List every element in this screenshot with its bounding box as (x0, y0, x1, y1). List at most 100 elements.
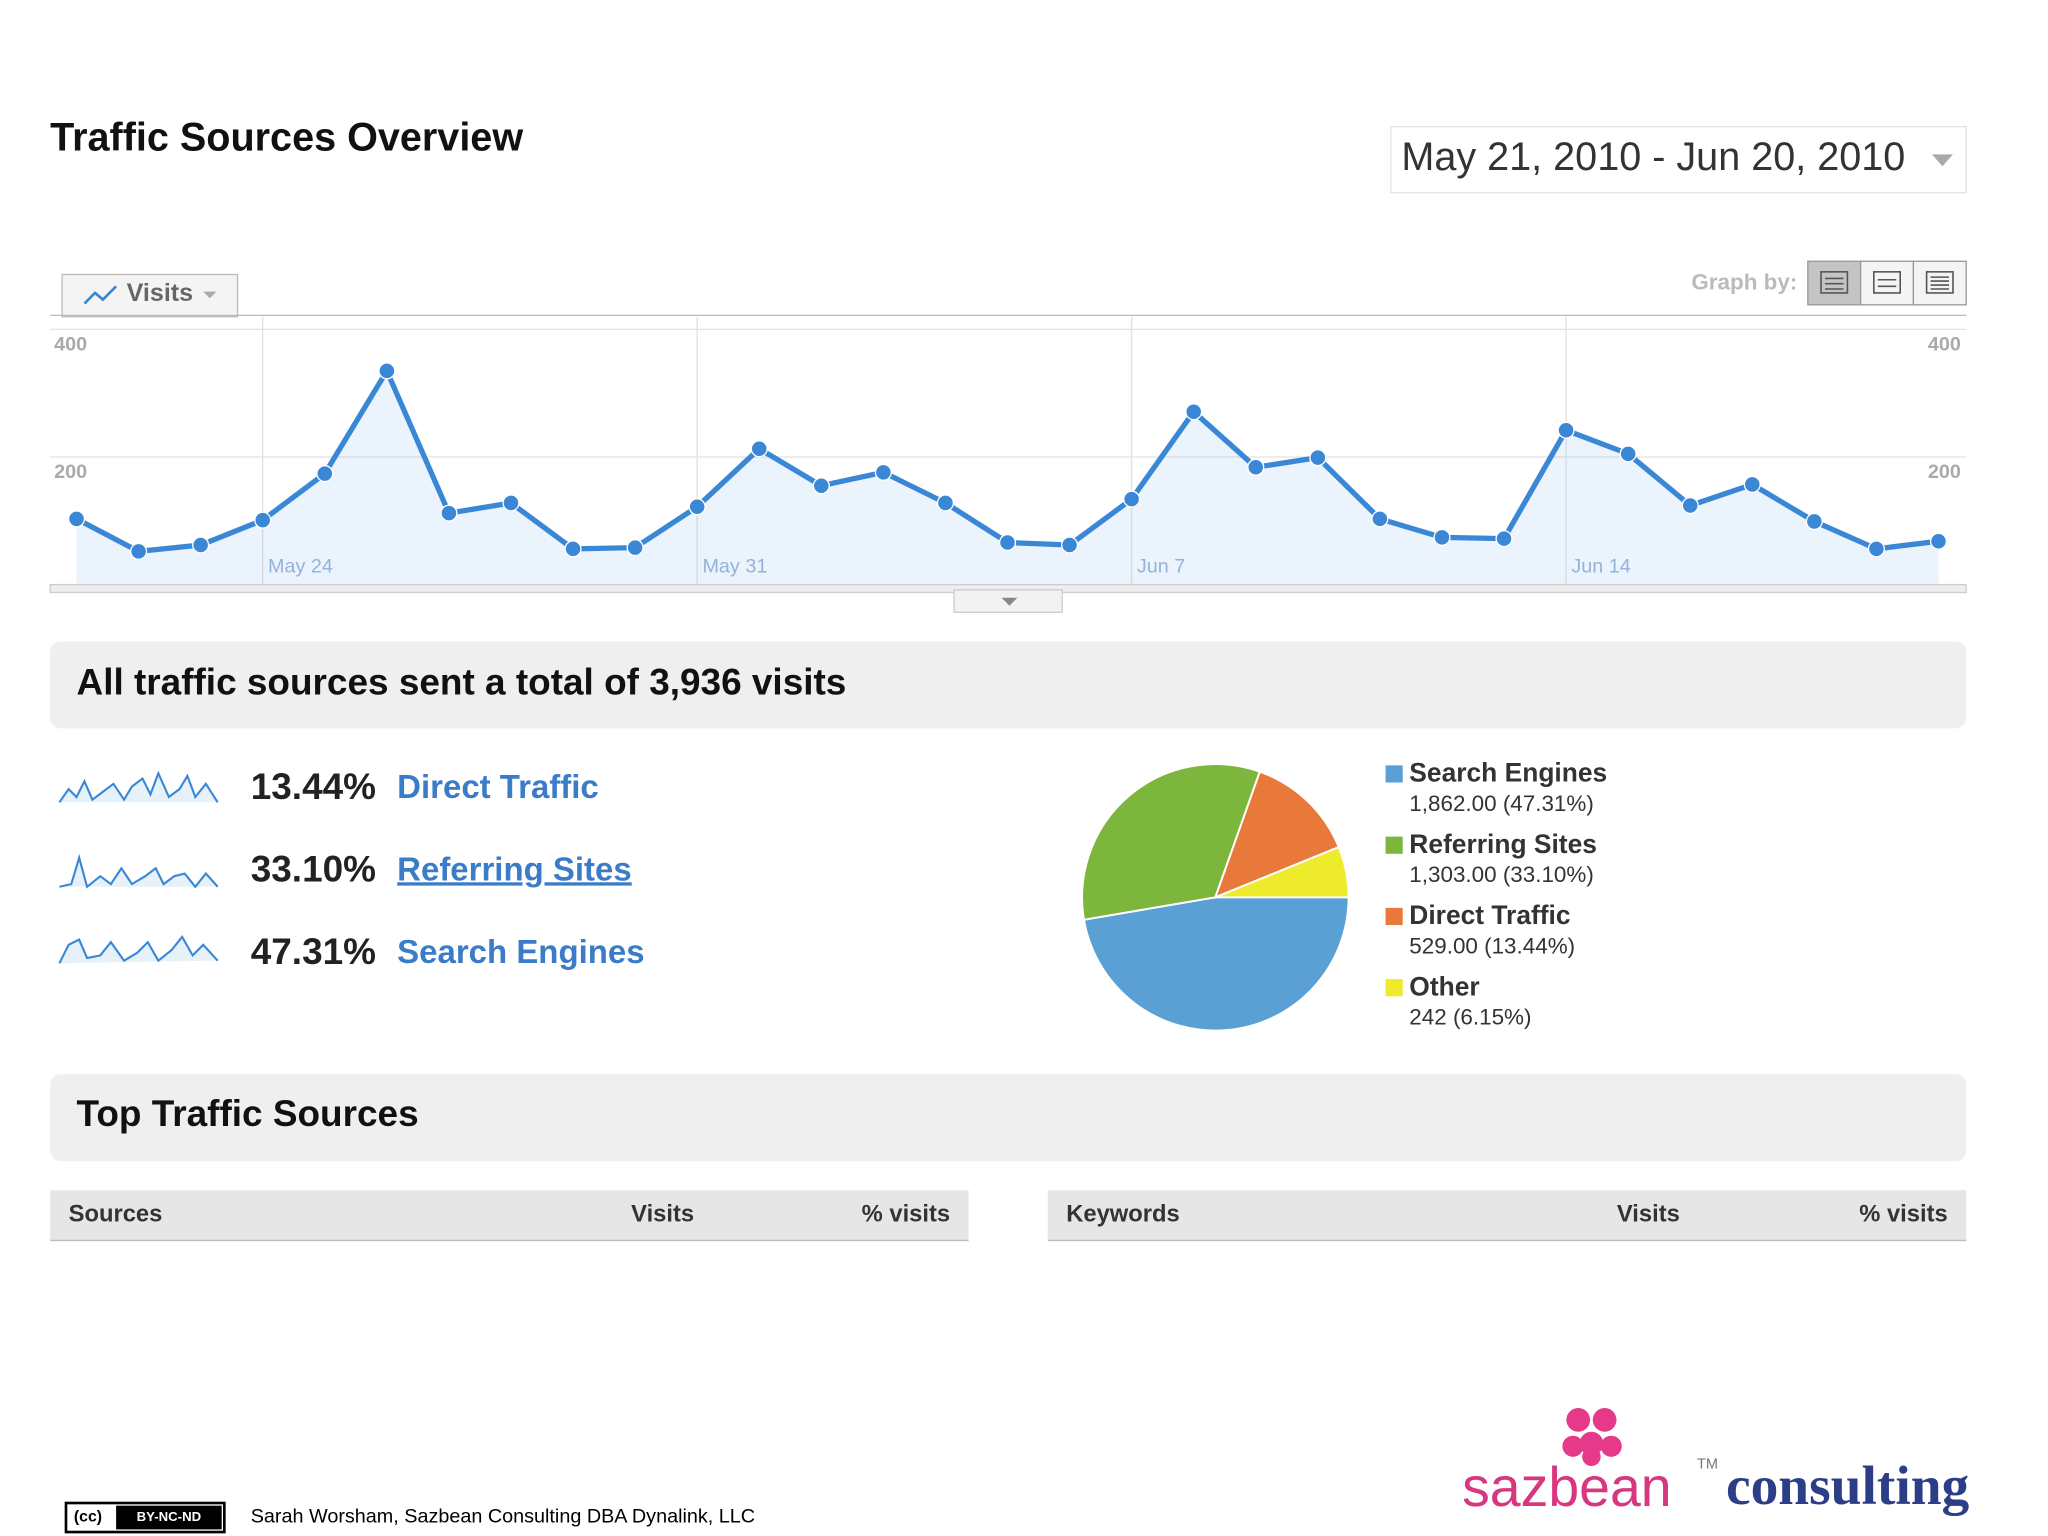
pie-chart: Search Engines 1,862.00 (47.31%) Referring… (1081, 758, 1607, 1032)
logo-tm: TM (1697, 1457, 1718, 1473)
pie-slice (1081, 763, 1262, 921)
summary-bar (50, 641, 1967, 729)
graph-by-icons (1820, 271, 1954, 294)
tab-arrow (203, 291, 217, 299)
area (76, 370, 1939, 585)
point (1123, 490, 1141, 508)
column-header: % visits (862, 1201, 950, 1228)
point (1309, 449, 1327, 467)
point (750, 440, 768, 458)
metric-icon (83, 285, 118, 305)
column-header: Sources (69, 1201, 163, 1228)
logo-text: sazbean (1462, 1456, 1671, 1518)
point (316, 465, 334, 483)
point (1060, 536, 1079, 554)
x-tick-label: May 24 (268, 556, 333, 578)
logo-flower (1562, 1408, 1622, 1467)
legend-swatch (1385, 907, 1403, 926)
column-header: Visits (1617, 1201, 1680, 1228)
legend-value: 1,303.00 (33.10%) (1409, 862, 1594, 887)
column-header: % visits (1859, 1201, 1947, 1228)
point (192, 536, 210, 554)
page-title: Traffic Sources Overview (50, 115, 523, 159)
keywords-table-header (1047, 1190, 1967, 1241)
point (812, 477, 830, 495)
date-range[interactable]: May 21, 2010 - Jun 20, 2010 (1401, 135, 1905, 179)
license: BY-NC-ND (137, 1509, 201, 1524)
point (1371, 510, 1389, 528)
cc-icon: (cc) (74, 1509, 102, 1526)
point (440, 504, 458, 522)
sparklines (58, 770, 219, 964)
source-link[interactable]: Direct Traffic (397, 768, 599, 805)
top-sources-bar (50, 1074, 1967, 1162)
legend-value: 529.00 (13.44%) (1409, 933, 1575, 958)
legend-swatch (1385, 979, 1403, 997)
point (254, 511, 272, 529)
graph-by-month[interactable] (1912, 260, 1967, 306)
point (1495, 530, 1513, 548)
point (1247, 458, 1265, 476)
date-picker[interactable] (1390, 126, 1967, 194)
legend-label: Other (1409, 971, 1479, 1001)
expand-arrow (1001, 597, 1018, 606)
point (688, 498, 706, 516)
point (1557, 421, 1575, 439)
point (1681, 496, 1699, 515)
point (1185, 403, 1203, 421)
source-link[interactable]: Referring Sites (397, 850, 632, 887)
x-tick-label: Jun 7 (1137, 556, 1185, 578)
point (626, 539, 644, 557)
legend-label: Direct Traffic (1409, 900, 1570, 930)
sources-table-header (50, 1190, 969, 1241)
column-header: Visits (631, 1201, 694, 1228)
point (998, 533, 1017, 552)
point (1929, 532, 1948, 550)
legend-label: Referring Sites (1409, 829, 1597, 859)
point (1433, 528, 1451, 546)
point (1867, 540, 1885, 558)
top-sources-title: Top Traffic Sources (77, 1093, 419, 1134)
y-tick-label: 200 (54, 461, 87, 483)
x-tick-label: May 31 (702, 556, 767, 578)
point (1805, 512, 1823, 531)
legend-swatch (1385, 836, 1403, 854)
legend-swatch (1385, 765, 1403, 783)
column-header: Keywords (1066, 1201, 1180, 1228)
metric-label[interactable]: Visits (127, 279, 193, 307)
pie-slice (1082, 896, 1350, 1032)
source-link[interactable]: Search Engines (397, 933, 644, 970)
point (874, 463, 892, 481)
summary-title: All traffic sources sent a total of 3,93… (77, 662, 847, 703)
legend-value: 242 (6.15%) (1409, 1005, 1531, 1030)
credit: Sarah Worsham, Sazbean Consulting DBA Dy… (251, 1506, 755, 1528)
point (67, 510, 86, 528)
source-percent: 13.44% (251, 766, 376, 807)
source-list: 13.44% Direct Traffic 33.10% Referring Site… (251, 766, 645, 972)
point (564, 540, 582, 558)
graph-by-week[interactable] (1859, 260, 1915, 306)
source-percent: 47.31% (251, 931, 376, 972)
x-tick-label: Jun 14 (1571, 556, 1630, 578)
legend-label: Search Engines (1409, 758, 1607, 788)
point (1743, 475, 1761, 494)
point (936, 494, 955, 512)
logo-suffix: consulting (1726, 1455, 1970, 1516)
dropdown-arrow (1931, 154, 1953, 167)
y-tick-label: 400 (54, 334, 87, 356)
y2-tick-label: 200 (1928, 461, 1961, 483)
point (502, 494, 520, 512)
cc-badge-band (116, 1505, 222, 1530)
y2-tick-label: 400 (1928, 334, 1961, 356)
point (378, 362, 396, 380)
point (130, 542, 148, 560)
pie-slice (1214, 845, 1350, 899)
pie-slice (1213, 770, 1341, 900)
source-percent: 33.10% (251, 848, 376, 889)
point (1619, 445, 1637, 463)
legend-value: 1,862.00 (47.31%) (1409, 791, 1594, 816)
graph-by-label: Graph by: (1691, 270, 1797, 295)
line-chart: 200 200 400 400 May 24 May 31 Jun 7 Jun 14 (50, 316, 1967, 585)
